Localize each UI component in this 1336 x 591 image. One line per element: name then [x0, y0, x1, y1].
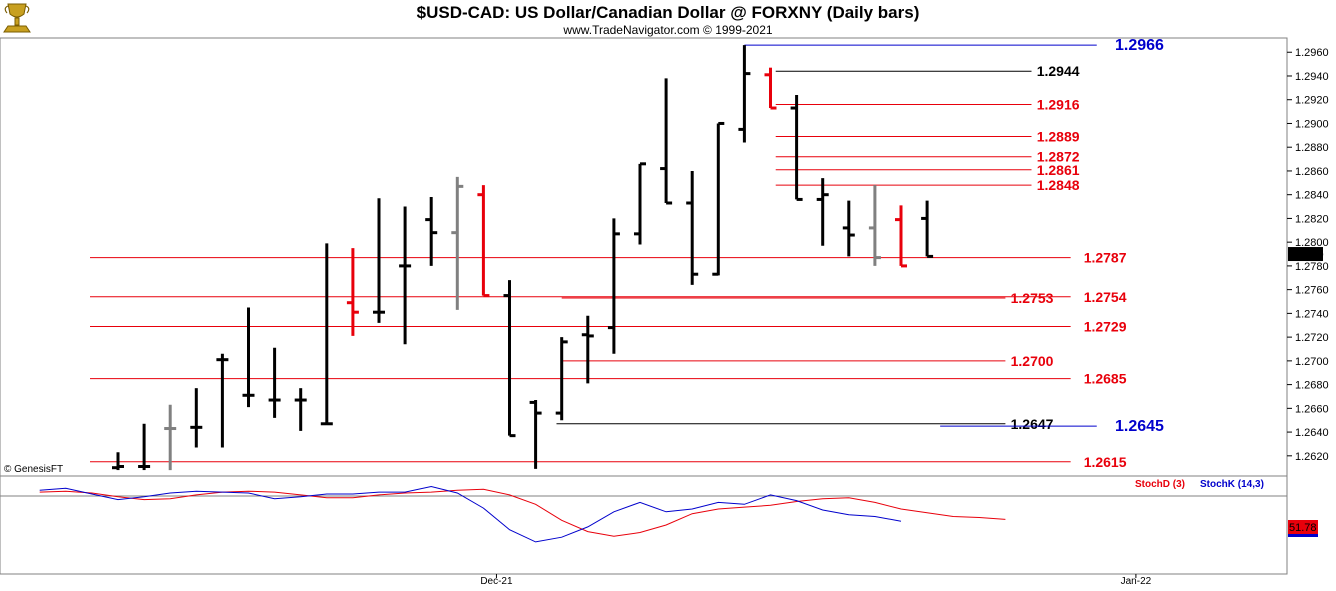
y-tick-label: 1.2680: [1295, 380, 1329, 392]
y-tick-label: 1.2700: [1295, 356, 1329, 368]
price-bar: [790, 94, 803, 201]
level-label: 1.2848: [1037, 177, 1080, 193]
price-bar: [581, 315, 594, 384]
price-bar: [607, 218, 620, 354]
price-bar: [399, 206, 412, 345]
y-tick-label: 1.2900: [1295, 118, 1329, 130]
price-bar: [529, 400, 542, 469]
price-bar: [190, 388, 203, 448]
price-bar: [686, 170, 699, 285]
level-label: 1.2966: [1115, 37, 1164, 54]
level-label: 1.2861: [1037, 162, 1080, 178]
price-bar: [346, 248, 359, 336]
legend-stoch-d: StochD (3): [1135, 479, 1185, 490]
price-bar: [634, 162, 646, 245]
price-bar: [373, 198, 385, 323]
price-axis: 1.2960 1.2940 1.2920 1.2900 1.2880 1.2860 1.28…: [1287, 47, 1329, 463]
stoch-value-box: [1288, 520, 1318, 534]
level-label: 1.2872: [1037, 149, 1080, 165]
date-axis: Dec-21 Jan-22: [480, 574, 1152, 587]
last-price-box: [1288, 247, 1323, 262]
level-label: 1.2700: [1011, 353, 1054, 369]
level-label: 1.2647: [1011, 416, 1054, 432]
stoch-series-line: [39, 485, 902, 543]
level-label: 1.2753: [1011, 290, 1054, 306]
price-bar: [112, 452, 124, 471]
y-tick-label: 1.2740: [1295, 308, 1329, 320]
level-label: 1.2754: [1084, 289, 1127, 305]
level-label: 1.2916: [1037, 96, 1080, 112]
price-bar: [660, 78, 673, 205]
legend-stoch-k: StochK (14,3): [1200, 479, 1264, 490]
price-bar: [268, 347, 281, 418]
price-bar: [764, 67, 777, 110]
price-bar: [868, 185, 881, 266]
price-bar: [425, 197, 438, 266]
y-tick-label: 1.2840: [1295, 190, 1329, 202]
level-label: 1.2787: [1084, 250, 1127, 266]
chart-title: $USD-CAD: US Dollar/Canadian Dollar @ FO…: [417, 3, 920, 22]
trophy-logo-icon: [3, 3, 31, 33]
price-bar: [503, 280, 516, 438]
stoch-series-line: [39, 488, 1006, 537]
logo: [3, 3, 31, 33]
y-tick-label: 1.2880: [1295, 142, 1329, 154]
price-bar: [164, 404, 177, 471]
y-tick-label: 1.2780: [1295, 261, 1329, 273]
y-tick-label: 1.2960: [1295, 47, 1329, 59]
price-bar: [242, 307, 255, 408]
y-tick-label: 1.2920: [1295, 95, 1329, 107]
level-label: 1.2645: [1115, 418, 1164, 435]
stoch-value-label: 51.78: [1289, 522, 1317, 534]
chart-subtitle: www.TradeNavigator.com © 1999-2021: [562, 23, 772, 37]
y-tick-label: 1.2620: [1295, 451, 1329, 463]
last-price-label: 1.2790: [1290, 249, 1324, 261]
stochastic-panel: StochD (3) StochK (14,3) 51.78: [39, 479, 1318, 543]
level-label: 1.2729: [1084, 318, 1127, 334]
price-bar: [712, 121, 725, 276]
price-bar: [842, 200, 855, 257]
y-tick-label: 1.2940: [1295, 71, 1329, 83]
price-bar: [555, 337, 568, 421]
price-bar: [477, 185, 490, 298]
level-label: 1.2615: [1084, 454, 1127, 470]
y-tick-label: 1.2800: [1295, 237, 1329, 249]
y-tick-label: 1.2820: [1295, 213, 1329, 225]
price-bar: [895, 205, 907, 268]
y-tick-label: 1.2760: [1295, 285, 1329, 297]
y-tick-label: 1.2860: [1295, 166, 1329, 178]
price-bar: [816, 178, 829, 246]
price-bar: [320, 243, 333, 426]
price-bars: [112, 45, 934, 471]
level-label: 1.2889: [1037, 129, 1080, 145]
level-label: 1.2944: [1037, 63, 1080, 79]
x-tick-label: Dec-21: [480, 576, 513, 587]
price-bar: [216, 353, 229, 448]
stoch-panel-frame: [0, 475, 1288, 575]
stoch-value-box-k: [1288, 534, 1318, 537]
price-bar: [294, 388, 307, 431]
x-tick-label: Jan-22: [1121, 576, 1152, 587]
y-tick-label: 1.2640: [1295, 427, 1329, 439]
y-tick-label: 1.2660: [1295, 403, 1329, 415]
y-tick-label: 1.2720: [1295, 332, 1329, 344]
level-lines: 1.2966 1.2944 1.2916 1.2889 1.28721.28611.28…: [90, 37, 1164, 470]
price-bar: [738, 45, 751, 143]
price-bar: [451, 176, 464, 310]
watermark: © GenesisFT: [4, 464, 63, 475]
price-bar: [921, 200, 934, 258]
level-label: 1.2685: [1084, 371, 1127, 387]
price-bar: [138, 423, 151, 471]
